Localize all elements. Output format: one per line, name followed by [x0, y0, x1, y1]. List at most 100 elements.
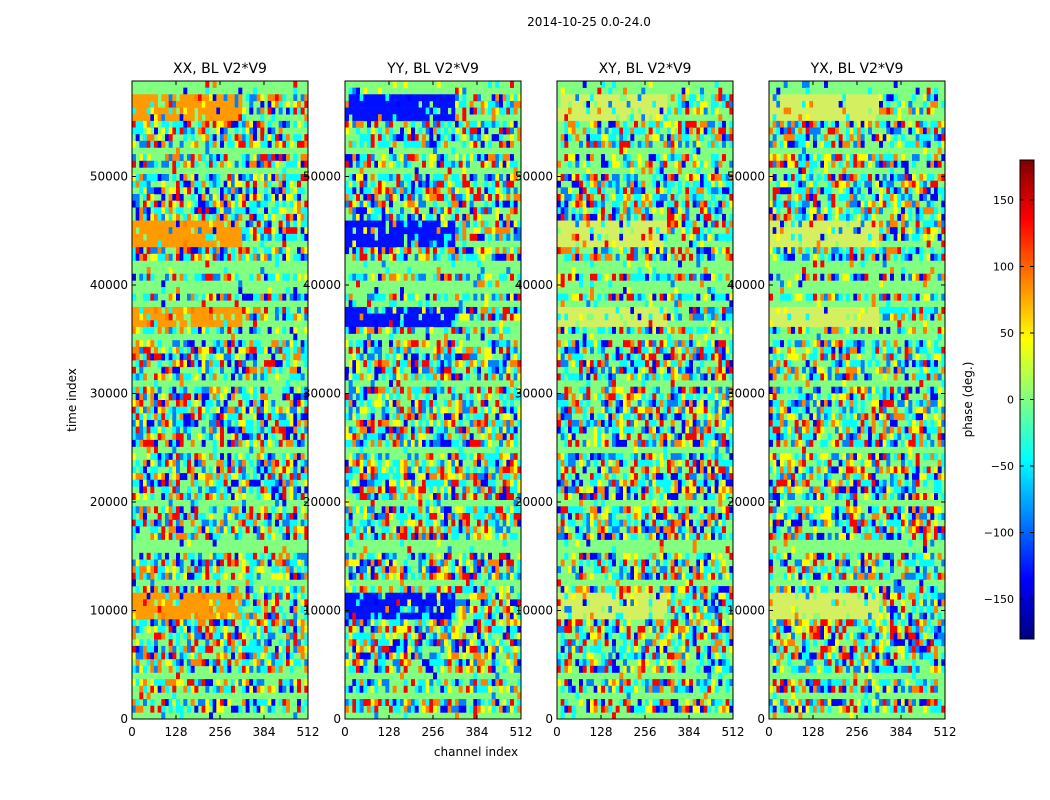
heatmap-cell [491, 100, 496, 108]
heatmap-cell [396, 247, 401, 255]
heatmap-cell [466, 160, 470, 168]
heatmap-cell [488, 233, 492, 241]
heatmap-cell [168, 127, 173, 135]
heatmap-cell [425, 566, 430, 574]
heatmap-cell [187, 413, 191, 421]
heatmap-cell [502, 466, 507, 474]
heatmap-cell [245, 572, 250, 580]
heatmap-cell [407, 453, 412, 461]
heatmap-cell [190, 340, 195, 348]
heatmap-cell [469, 439, 474, 447]
heatmap-cell [264, 400, 268, 407]
heatmap-cell [267, 366, 272, 374]
heatmap-cell [132, 293, 136, 301]
heatmap-cell [499, 273, 503, 281]
heatmap-cell [194, 393, 199, 401]
heatmap-cell [154, 552, 158, 560]
heatmap-cell [403, 433, 408, 441]
heatmap-cell [245, 154, 250, 162]
heatmap-cell [275, 426, 279, 434]
heatmap-cell [425, 326, 430, 334]
heatmap-cell [198, 699, 202, 707]
heatmap-cell [381, 506, 386, 514]
heatmap-cell [139, 400, 144, 407]
heatmap-cell [477, 360, 481, 368]
heatmap-cell [385, 506, 390, 514]
heatmap-cell [462, 313, 467, 321]
heatmap-cell [378, 486, 382, 494]
heatmap-cell [425, 114, 430, 122]
heatmap-cell [146, 453, 151, 461]
heatmap-cell [517, 393, 522, 401]
heatmap-cell [345, 439, 349, 447]
heatmap-cell [422, 566, 426, 574]
heatmap-cell [473, 253, 478, 261]
heatmap-cell [161, 366, 166, 374]
heatmap-cell [286, 652, 290, 660]
heatmap-cell [165, 699, 169, 707]
heatmap-cell [187, 659, 191, 667]
heatmap-cell [440, 366, 445, 374]
heatmap-cell [348, 320, 353, 328]
heatmap-cell [286, 107, 290, 115]
heatmap-cell [436, 486, 441, 494]
heatmap-cell [400, 506, 404, 514]
heatmap-cell [132, 227, 136, 235]
heatmap-cell [146, 207, 151, 215]
heatmap-cell [154, 120, 158, 128]
heatmap-cell [407, 293, 412, 301]
heatmap-cell [297, 559, 301, 567]
heatmap-cell [502, 200, 507, 208]
heatmap-cell [455, 306, 459, 314]
heatmap-cell [249, 486, 254, 494]
heatmap-cell [275, 140, 279, 148]
heatmap-cell [480, 519, 485, 527]
heatmap-cell [407, 267, 412, 275]
heatmap-cell [396, 233, 401, 241]
heatmap-cell [436, 479, 441, 487]
heatmap-cell [458, 446, 463, 454]
heatmap-cell [227, 486, 232, 494]
heatmap-cell [488, 493, 492, 500]
heatmap-cell [234, 353, 239, 361]
heatmap-cell [367, 486, 371, 494]
heatmap-cell [161, 632, 166, 640]
heatmap-cell [477, 479, 481, 487]
heatmap-cell [517, 552, 522, 560]
heatmap-cell [201, 586, 206, 594]
heatmap-cell [510, 479, 514, 487]
heatmap-cell [433, 419, 437, 427]
heatmap-cell [209, 625, 213, 633]
heatmap-cell [403, 160, 408, 168]
heatmap-cell [414, 532, 419, 540]
heatmap-cell [473, 227, 478, 235]
heatmap-cell [352, 386, 357, 394]
heatmap-cell [146, 552, 151, 560]
heatmap-cell [264, 546, 268, 554]
heatmap-cell [370, 180, 375, 188]
heatmap-cell [231, 639, 235, 647]
heatmap-cell [135, 346, 140, 354]
heatmap-cell [198, 473, 202, 481]
heatmap-cell [300, 94, 305, 102]
heatmap-cell [348, 313, 353, 321]
heatmap-cell [245, 94, 250, 102]
heatmap-cell [256, 466, 261, 474]
heatmap-cell [216, 360, 221, 368]
heatmap-cell [440, 160, 445, 168]
heatmap-cell [422, 320, 426, 328]
heatmap-cell [407, 340, 412, 348]
heatmap-cell [179, 120, 184, 128]
heatmap-cell [348, 187, 353, 195]
heatmap-cell [403, 493, 408, 500]
heatmap-cell [212, 100, 217, 108]
figure-suptitle: 2014-10-25 0.0-24.0 [527, 15, 651, 29]
heatmap-cell [249, 665, 254, 673]
heatmap-cell [480, 207, 485, 215]
heatmap-cell [466, 127, 470, 135]
heatmap-cell [212, 632, 217, 640]
heatmap-cell [231, 479, 235, 487]
heatmap-cell [418, 406, 423, 414]
heatmap-cell [179, 566, 184, 574]
heatmap-cell [267, 659, 272, 667]
